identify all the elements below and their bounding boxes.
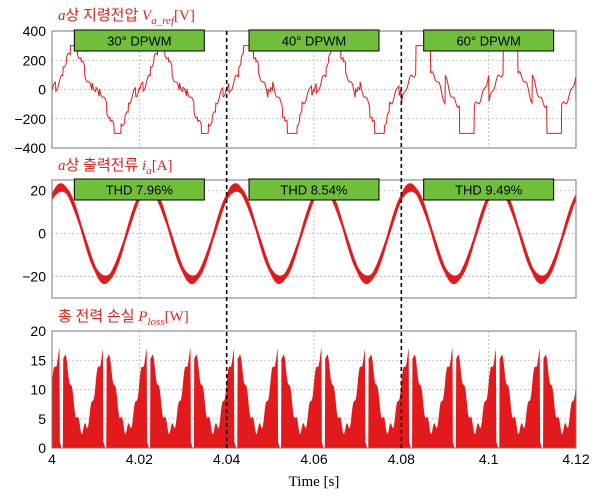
current-title-symbol: i: [142, 158, 146, 174]
current-title-unit: [A]: [152, 158, 173, 174]
y-tick-label: −200: [14, 111, 46, 127]
x-tick-label: 4.08: [388, 451, 415, 467]
thd-badge: THD 9.49%: [423, 178, 555, 201]
x-tick-label: 4.04: [213, 451, 240, 467]
current-y-ticks: 20 0 −20: [22, 183, 46, 285]
x-axis-ticks: 4 4.02 4.04 4.06 4.08 4.1 4.12: [48, 451, 590, 467]
current-title-korean: 상 출력전류: [66, 157, 143, 174]
x-tick-label: 4: [48, 451, 56, 467]
voltage-title-symbol: V: [142, 8, 153, 24]
x-axis-label: Time [s]: [289, 474, 340, 490]
x-tick-label: 4.1: [479, 451, 499, 467]
thd-badge: THD 8.54%: [248, 178, 380, 201]
thd-badge-box: [73, 178, 205, 201]
current-thd-badges: THD 7.96% THD 8.54% THD 9.49%: [73, 178, 555, 201]
loss-title-subscript: loss: [147, 316, 164, 328]
y-tick-label: 0: [38, 226, 46, 242]
voltage-mode-badges: 30° DPWM 40° DPWM 60° DPWM: [73, 29, 555, 52]
thd-badge-label: THD 8.54%: [280, 183, 348, 198]
mode-badge: 60° DPWM: [423, 29, 555, 52]
loss-trace: [52, 347, 576, 448]
loss-title-symbol: P: [137, 309, 147, 325]
loss-panel-title: 총 전력 손실 Ploss[W]: [58, 308, 189, 328]
voltage-series-line: [52, 45, 576, 134]
voltage-title-italic-a: a: [58, 8, 66, 24]
y-tick-label: −400: [14, 140, 46, 156]
loss-frame: [51, 330, 577, 449]
voltage-title-unit: [V]: [174, 8, 195, 24]
mode-badge-box: [73, 29, 205, 52]
loss-title-unit: [W]: [165, 309, 189, 325]
mode-badge-label: 30° DPWM: [107, 34, 171, 49]
thd-badge-box: [423, 178, 555, 201]
current-title-subscript: a: [146, 165, 152, 177]
y-tick-label: 0: [38, 440, 46, 456]
voltage-y-ticks: 400 200 0 −200 −400: [14, 23, 46, 156]
thd-badge-label: THD 9.49%: [455, 183, 523, 198]
y-tick-label: 20: [30, 323, 46, 339]
mode-badge: 30° DPWM: [73, 29, 205, 52]
y-tick-label: −20: [22, 269, 46, 285]
thd-badge-box: [248, 178, 380, 201]
current-title-italic-a: a: [58, 158, 66, 174]
y-tick-label: 15: [30, 352, 46, 368]
x-tick-label: 4.06: [300, 451, 327, 467]
y-tick-label: 200: [23, 52, 47, 68]
mode-badge-box: [248, 29, 380, 52]
voltage-trace: [52, 45, 576, 134]
y-tick-label: 20: [30, 183, 46, 199]
voltage-title-subscript: a_ref: [151, 15, 176, 27]
voltage-panel-title: a상 지령전압 Va_ref[V]: [58, 7, 195, 27]
loss-series-area: [52, 347, 576, 448]
voltage-panel: a상 지령전압 Va_ref[V] 400 200 0 −200 −400 30° DP…: [14, 7, 577, 156]
mode-badge-box: [423, 29, 555, 52]
voltage-title-korean: 상 지령전압: [66, 7, 143, 24]
loss-panel: 총 전력 손실 Ploss[W] 20 15 10 5 0: [30, 308, 577, 456]
x-tick-label: 4.02: [126, 451, 153, 467]
y-tick-label: 10: [30, 382, 46, 398]
loss-y-ticks: 20 15 10 5 0: [30, 323, 46, 456]
x-tick-label: 4.12: [562, 451, 589, 467]
y-tick-label: 5: [38, 411, 46, 427]
mode-badge-label: 40° DPWM: [282, 34, 346, 49]
mode-badge-label: 60° DPWM: [456, 34, 520, 49]
thd-badge-label: THD 7.96%: [106, 183, 174, 198]
mode-badge: 40° DPWM: [248, 29, 380, 52]
y-tick-label: 0: [38, 82, 46, 98]
y-tick-label: 400: [23, 23, 47, 39]
current-panel-title: a상 출력전류 ia[A]: [58, 157, 173, 177]
current-panel: a상 출력전류 ia[A] 200−20 THD 7.96% THD 8.54% T…: [22, 157, 577, 299]
thd-badge: THD 7.96%: [73, 178, 205, 201]
loss-title-korean: 총 전력 손실: [58, 308, 138, 325]
